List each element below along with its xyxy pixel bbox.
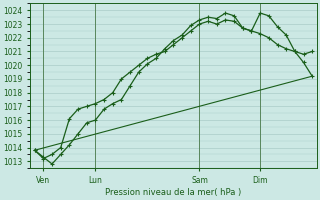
X-axis label: Pression niveau de la mer( hPa ): Pression niveau de la mer( hPa ) xyxy=(105,188,242,197)
